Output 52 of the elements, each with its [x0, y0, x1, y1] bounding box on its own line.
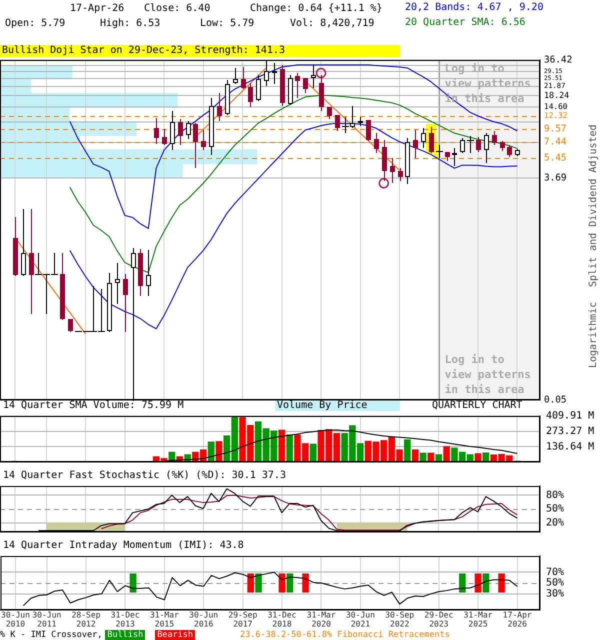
y-tick-label: 18.24 — [544, 90, 570, 100]
y-tick-label: 50% — [546, 504, 564, 515]
y-tick-label: 136.64 M — [546, 441, 594, 452]
y-tick-label: 36.42 — [544, 54, 572, 66]
text: 20,2 Bands: 4.67 , 9.20 — [405, 2, 544, 13]
ref-line-label: 7.44 — [544, 136, 567, 148]
x-tick-label: 30-Sep 2022 — [385, 610, 414, 628]
x-tick-label: 30-Jun 2016 — [189, 610, 218, 628]
x-tick-label: 31-Mar 2020 — [306, 610, 336, 628]
text: High: 6.53 — [100, 18, 160, 29]
text: Change: 0.64 {+11.1 %} — [250, 3, 382, 14]
text: Vol: 8,420,719 — [290, 18, 374, 29]
y-tick-label: 3.69 — [544, 172, 567, 184]
y-tick-label: 0.05 — [544, 394, 567, 406]
text: 20 Quarter SMA: 6.56 — [405, 17, 526, 28]
x-tick-label: 30-Jun 2021 — [346, 610, 376, 628]
ref-line-label: 5.45 — [544, 152, 567, 164]
text: Open: 5.79 — [5, 18, 66, 29]
text: Low: 5.79 — [200, 18, 254, 29]
x-tick-label: 31-Mar 2025 — [464, 610, 493, 628]
text: Bearish — [155, 630, 196, 640]
chart-title: 14 Quarter Fast Stochastic (%K) (%D): 30.1 37.3 — [3, 470, 286, 481]
x-tick-label: 29-Sep 2017 — [228, 610, 258, 628]
x-tick-label: 30-Jun 2010 — [0, 610, 30, 628]
y-tick-label: 70% — [546, 566, 564, 578]
y-tick-label: 80% — [546, 490, 564, 501]
text: Bullish Doji Star on 29-Dec-23, Strength: 141.3 — [2, 45, 285, 57]
text: Close: 6.40 — [144, 3, 210, 14]
text: 17-Apr-26 — [70, 3, 124, 14]
y-tick-label: 20% — [546, 517, 564, 528]
text: Split and Dividend Adjusted — [588, 124, 599, 287]
chart-title: 14 Quarter Intraday Momentum (IMI): 43.8 — [3, 540, 244, 551]
x-tick-label: 17-Apr 2026 — [502, 610, 532, 628]
y-tick-label: 30% — [546, 588, 564, 600]
legend-title: % K - IMI Crossover, — [0, 630, 102, 640]
ref-line-label: 9.57 — [544, 123, 567, 134]
x-tick-label: 30-Jun 2011 — [32, 610, 62, 628]
x-tick-label: 31-Dec 2018 — [268, 610, 297, 628]
text: QUARTERLY CHART — [432, 400, 522, 411]
y-tick-label: 50% — [546, 578, 564, 589]
text: 23.6-38.2-50-61.8% Fibonacci Retracements — [240, 630, 450, 640]
text: Bullish — [105, 630, 146, 640]
x-tick-label: 31-Mar 2015 — [150, 610, 180, 628]
x-tick-label: 31-Dec 2013 — [110, 610, 140, 628]
x-tick-label: 29-Dec 2023 — [424, 610, 454, 628]
text: Logarithmic — [588, 302, 599, 368]
y-tick-label: 409.91 M — [546, 410, 594, 422]
y-tick-label: 273.27 M — [546, 426, 594, 437]
legend-label: Volume By Price — [275, 400, 370, 411]
text: 14 Quarter SMA Volume: 75.99 M — [3, 400, 184, 411]
x-tick-label: 28-Sep 2012 — [72, 610, 101, 628]
annotation: Log in to view patterns in this area — [444, 352, 532, 397]
